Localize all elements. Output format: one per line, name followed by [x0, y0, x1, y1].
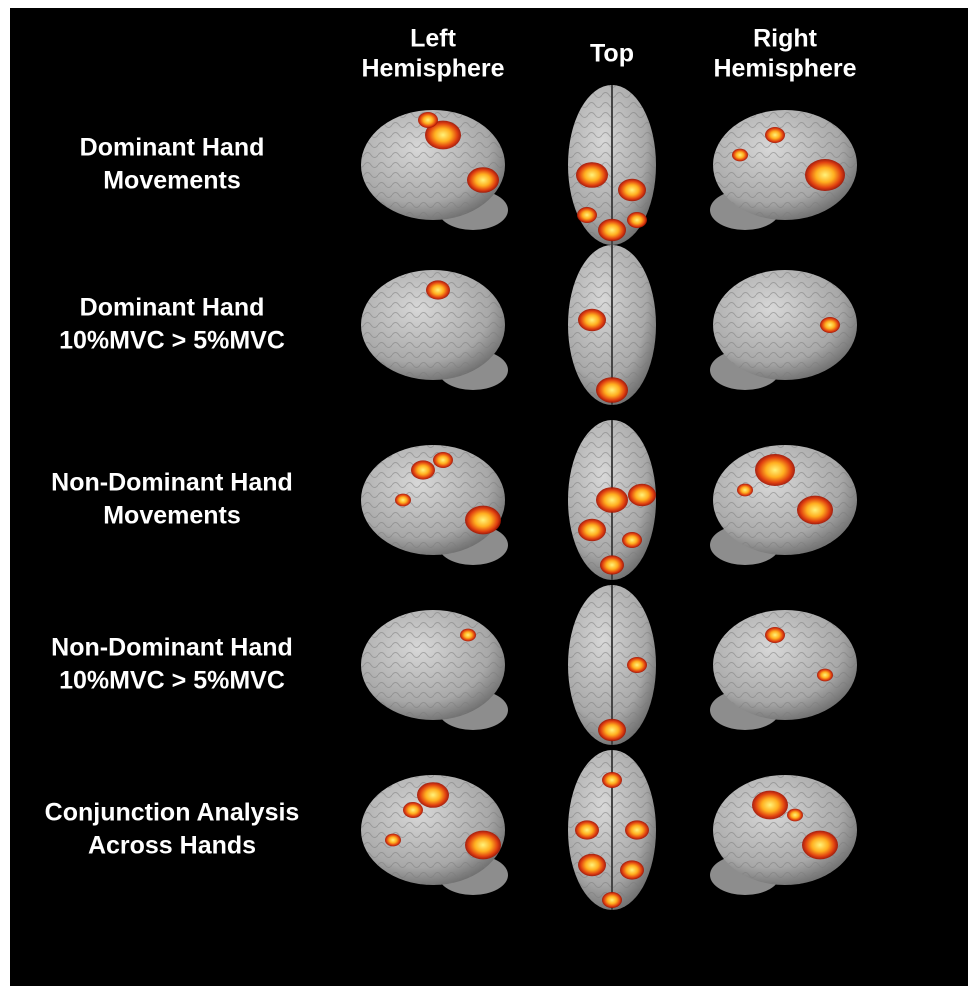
activation — [602, 892, 622, 908]
brain-texture — [713, 775, 857, 885]
activation — [805, 159, 845, 191]
brain-image — [568, 245, 656, 405]
row-label: 10%MVC > 5%MVC — [59, 327, 285, 355]
activation — [752, 790, 788, 820]
activation — [802, 830, 838, 860]
activation — [817, 668, 833, 682]
brain-texture — [361, 445, 505, 555]
brain-image — [710, 610, 857, 730]
column-header: Left — [410, 25, 457, 53]
activation — [425, 120, 461, 150]
activation — [577, 207, 597, 223]
activation — [622, 532, 642, 548]
activation — [578, 853, 606, 877]
activation — [600, 555, 624, 575]
column-header: Hemisphere — [361, 55, 504, 83]
row-label: 10%MVC > 5%MVC — [59, 667, 285, 695]
activation — [797, 495, 833, 525]
activation — [575, 820, 599, 840]
activation — [602, 772, 622, 788]
brain-image — [361, 775, 508, 895]
activation — [465, 505, 501, 535]
brain-image — [568, 420, 656, 580]
brain-image — [568, 750, 656, 910]
row-label: Non-Dominant Hand — [51, 469, 293, 497]
activation — [385, 833, 401, 847]
brain-image — [710, 110, 857, 230]
row-label: Movements — [103, 502, 241, 530]
activation — [627, 212, 647, 228]
row-label: Movements — [103, 167, 241, 195]
activation — [418, 112, 438, 128]
column-header: Hemisphere — [713, 55, 856, 83]
activation — [598, 218, 626, 242]
brain-image — [568, 585, 656, 745]
brain-texture — [361, 110, 505, 220]
activation — [787, 808, 803, 822]
row-label: Non-Dominant Hand — [51, 634, 293, 662]
activation — [576, 162, 608, 188]
activation — [737, 483, 753, 497]
activation — [627, 657, 647, 673]
brain-image — [568, 85, 656, 245]
brain-image — [710, 775, 857, 895]
brain-texture — [361, 610, 505, 720]
brain-texture — [361, 775, 505, 885]
brain-texture — [713, 610, 857, 720]
activation — [625, 820, 649, 840]
row-label: Dominant Hand — [80, 134, 265, 162]
column-header: Right — [753, 25, 818, 53]
activation — [620, 860, 644, 880]
brain-image — [710, 445, 857, 565]
activation — [765, 127, 785, 143]
brain-image — [361, 445, 508, 565]
brain-texture — [361, 270, 505, 380]
activation — [460, 628, 476, 642]
activation — [578, 518, 606, 542]
content: LeftHemisphereTopRightHemisphereDominant… — [45, 25, 857, 910]
brain-image — [361, 110, 508, 230]
activation — [433, 452, 453, 468]
activation — [578, 308, 606, 332]
brain-image — [361, 610, 508, 730]
brain-image — [710, 270, 857, 390]
row-label: Conjunction Analysis — [45, 799, 300, 827]
activation — [598, 718, 626, 742]
activation — [755, 454, 795, 486]
activation — [395, 493, 411, 507]
brain-image — [361, 270, 508, 390]
column-header: Top — [590, 40, 634, 68]
row-label: Dominant Hand — [80, 294, 265, 322]
activation — [426, 280, 450, 300]
activation — [417, 782, 449, 808]
brain-texture — [713, 110, 857, 220]
activation — [618, 178, 646, 202]
activation — [596, 487, 628, 513]
activation — [465, 830, 501, 860]
activation — [411, 460, 435, 480]
activation — [820, 317, 840, 333]
activation — [467, 167, 499, 193]
activation — [732, 148, 748, 162]
brain-texture — [713, 270, 857, 380]
row-label: Across Hands — [88, 832, 256, 860]
activation — [403, 802, 423, 818]
brain-texture — [713, 445, 857, 555]
activation — [628, 483, 656, 507]
activation — [765, 627, 785, 643]
activation — [596, 377, 628, 403]
